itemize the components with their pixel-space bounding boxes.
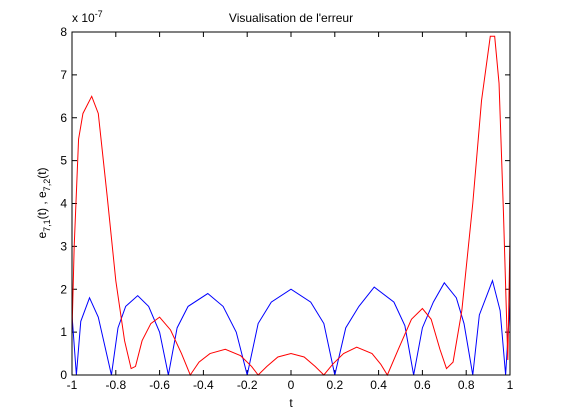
ylabel-part: e — [35, 232, 49, 239]
y-axis-label: e7,1(t) , e7,2(t) — [35, 167, 52, 238]
chart-title: Visualisation de l'erreur — [229, 11, 353, 25]
multiplier-exponent: -7 — [95, 9, 103, 19]
y-tick-label: 5 — [60, 154, 67, 168]
line-series — [71, 279, 511, 376]
x-tick-label: 0.8 — [458, 378, 475, 392]
x-tick-label: -0.2 — [237, 378, 258, 392]
ylabel-sub: 7,1 — [42, 219, 52, 232]
ylabel-sub: 7,2 — [42, 179, 52, 192]
x-tick-label: 0 — [288, 378, 295, 392]
y-tick-label: 1 — [60, 325, 67, 339]
x-tick-label: -1 — [67, 378, 78, 392]
x-tick-label: 0.4 — [370, 378, 387, 392]
multiplier-base: x 10 — [72, 11, 95, 25]
plot-area — [72, 32, 510, 375]
x-tick-label: -0.6 — [149, 378, 170, 392]
y-tick-label: 3 — [60, 239, 67, 253]
x-tick-label: 0.6 — [414, 378, 431, 392]
x-tick-label: 1 — [507, 378, 514, 392]
line-series — [71, 35, 511, 377]
y-tick-label: 7 — [60, 68, 67, 82]
x-tick-label: -0.4 — [193, 378, 214, 392]
axes-box — [71, 31, 511, 376]
ylabel-part: (t) — [35, 167, 49, 178]
y-tick-label: 8 — [60, 25, 67, 39]
x-axis-label: t — [289, 396, 293, 410]
x-tick-label: -0.8 — [105, 378, 126, 392]
x-tick-label: 0.2 — [326, 378, 343, 392]
y-tick-label: 2 — [60, 282, 67, 296]
ylabel-part: (t) , e — [35, 191, 49, 219]
y-tick-label: 6 — [60, 111, 67, 125]
y-multiplier: x 10-7 — [72, 9, 103, 25]
y-tick-label: 0 — [60, 368, 67, 382]
y-tick-label: 4 — [60, 197, 67, 211]
